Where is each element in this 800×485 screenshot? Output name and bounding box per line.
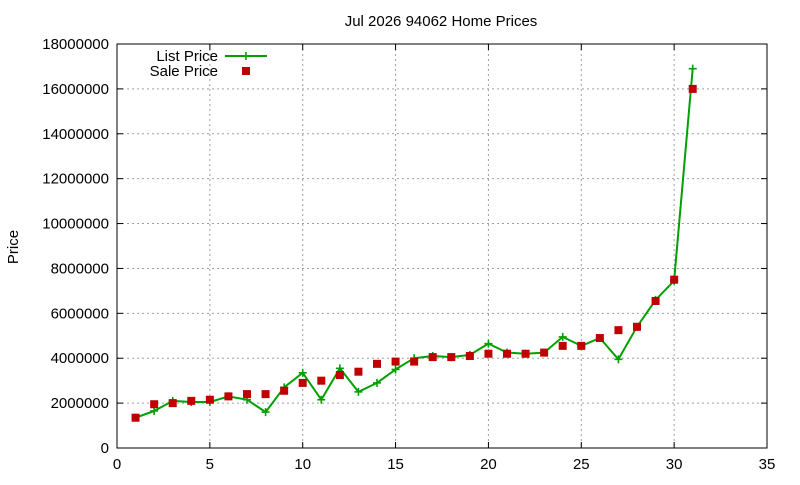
- y-axis-label: Price: [5, 230, 22, 264]
- series: [131, 64, 697, 422]
- sale-price-point: [633, 322, 641, 331]
- plot-frame: [116, 43, 768, 449]
- grid: [117, 44, 767, 448]
- list-price-point: [484, 339, 493, 348]
- sale-price-point: [373, 359, 381, 368]
- x-tick-label: 35: [759, 456, 776, 473]
- sale-price-point: [447, 353, 456, 362]
- x-tick-label: 20: [480, 456, 497, 473]
- list-price-point: [335, 364, 344, 373]
- sale-price-point: [224, 392, 233, 401]
- list-price-point: [354, 387, 363, 396]
- list-price-point: [373, 378, 381, 387]
- sale-price-point: [688, 84, 697, 93]
- y-tick-label: 12000000: [42, 171, 109, 188]
- sale-price-point: [651, 296, 660, 305]
- sale-price-point: [335, 371, 344, 380]
- list-price-point: [558, 332, 567, 341]
- sale-price-point: [205, 395, 214, 404]
- x-tick-label: 5: [206, 456, 214, 473]
- sale-price-point: [521, 349, 530, 358]
- sale-price-point: [558, 341, 567, 350]
- legend: List Price Sale Price: [150, 48, 267, 80]
- sale-price-point: [298, 378, 307, 387]
- sale-price-point: [131, 413, 140, 422]
- sale-price-point: [354, 367, 363, 376]
- list-price-point: [688, 64, 697, 73]
- sale-price-point: [243, 390, 251, 399]
- legend-marker-sale-price: [242, 67, 250, 75]
- list-price-point: [298, 368, 307, 377]
- sale-price-point: [465, 351, 474, 360]
- legend-label-sale-price: Sale Price: [150, 63, 218, 80]
- y-tick-label: 8000000: [51, 260, 109, 277]
- list-price-point: [150, 406, 159, 415]
- y-tick-label: 2000000: [51, 395, 109, 412]
- sale-price-point: [428, 353, 437, 362]
- x-tick-label: 25: [573, 456, 590, 473]
- list-price-point: [261, 408, 270, 417]
- sale-price-point: [484, 349, 493, 358]
- sale-price-point: [503, 349, 511, 358]
- y-tick-label: 0: [101, 440, 109, 457]
- sale-price-point: [317, 376, 326, 385]
- sale-price-point: [595, 334, 604, 343]
- chart-title: Jul 2026 94062 Home Prices: [345, 13, 538, 30]
- y-tick-label: 16000000: [42, 81, 109, 98]
- y-tick-label: 14000000: [42, 126, 109, 143]
- sale-price-point: [150, 400, 159, 409]
- y-tick-label: 6000000: [51, 305, 109, 322]
- list-price-point: [391, 365, 400, 374]
- sale-price-point: [614, 326, 623, 335]
- x-tick-label: 10: [294, 456, 311, 473]
- y-tick-label: 4000000: [51, 350, 109, 367]
- sale-price-point: [391, 357, 400, 366]
- sale-price-point: [187, 396, 196, 405]
- legend-marker-list-price: [242, 52, 250, 60]
- sale-price-point: [410, 357, 419, 366]
- y-tick-label: 10000000: [42, 216, 109, 233]
- sale-price-point: [540, 348, 549, 357]
- sale-price-point: [577, 341, 586, 350]
- legend-label-list-price: List Price: [156, 48, 218, 65]
- sale-price-point: [168, 399, 177, 408]
- axis-ticks: 0 2000000 4000000 6000000 8000000 10000000 120…: [42, 36, 775, 473]
- list-price-point: [614, 355, 623, 364]
- sale-price-point: [670, 275, 679, 284]
- x-tick-label: 0: [113, 456, 121, 473]
- x-tick-label: 30: [666, 456, 683, 473]
- x-tick-label: 15: [387, 456, 404, 473]
- sale-price-point: [280, 386, 289, 395]
- y-tick-label: 18000000: [42, 36, 109, 53]
- list-price-point: [317, 395, 326, 404]
- sale-price-point: [261, 390, 270, 399]
